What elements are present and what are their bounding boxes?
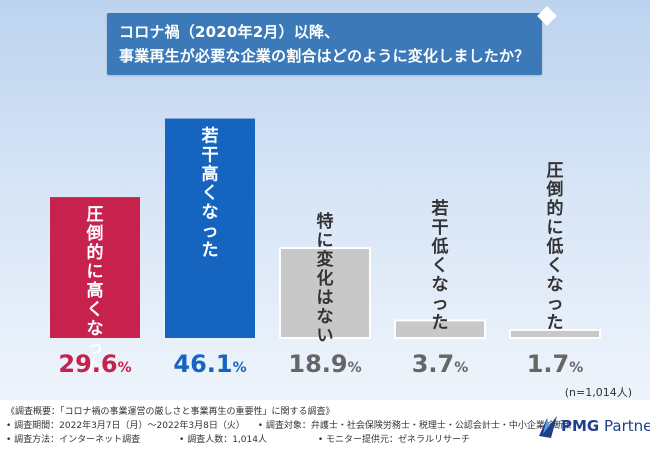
value-label-5: 1.7%	[527, 350, 584, 378]
bar-1	[50, 197, 140, 338]
category-label-3: 特に変化はない	[317, 211, 334, 346]
sample-size-note: (n=1,014人)	[564, 386, 632, 399]
value-label-2: 46.1%	[173, 350, 246, 378]
survey-overview: 《調査概要：「コロナ禍の事業運営の厳しさと事業再生の重要性」に関する調査》	[6, 407, 335, 417]
pmg-partners-logo: PMG Partners	[537, 412, 650, 442]
logo-suffix: Partners	[604, 417, 650, 435]
survey-target: • 調査対象：弁護士・社会保険労務士・税理士・公認会計士・中小企業診断士	[257, 421, 572, 431]
value-label-3: 18.9%	[288, 350, 361, 378]
category-label-4: 若干低くなった	[431, 198, 449, 333]
chart-canvas: 圧倒的に高くなった 29.6% 若干高くなった 46.1% 特に変化はない 18.9% 若干…	[0, 0, 650, 400]
survey-method-row: • 調査方法：インターネット調査 • 調査人数：1,014人 • モニター提供元…	[6, 432, 470, 445]
question-title-box: コロナ禍（2020年2月）以降、 事業再生が必要な企業の割合はどのように変化しま…	[107, 13, 542, 75]
bar-5	[509, 328, 601, 339]
bar-2	[165, 118, 255, 339]
title-line-2: 事業再生が必要な企業の割合はどのように変化しましたか？	[119, 47, 530, 65]
pmg-logo-mark-icon	[539, 416, 557, 438]
logo-brand: PMG	[561, 417, 600, 435]
value-label-4: 3.7%	[412, 350, 469, 378]
survey-method: • 調査方法：インターネット調査	[6, 435, 141, 445]
survey-footer: 《調査概要：「コロナ禍の事業運営の厳しさと事業再生の重要性」に関する調査》 • …	[0, 400, 650, 450]
category-label-5: 圧倒的に低くなった	[546, 161, 564, 333]
bar-3	[279, 247, 371, 339]
category-label-1: 圧倒的に高くなった	[86, 205, 104, 377]
survey-count: • 調査人数：1,014人	[179, 435, 267, 445]
value-label-1: 29.6%	[58, 350, 131, 378]
survey-provider: • モニター提供元：ゼネラルリサーチ	[317, 435, 471, 445]
logo-text: PMG Partners	[561, 417, 650, 435]
category-label-2: 若干高くなった	[201, 126, 219, 261]
bar-4	[394, 319, 486, 339]
survey-period-target: • 調査期間：2022年3月7日（月）〜2022年3月8日（火） • 調査対象：…	[6, 418, 572, 431]
title-line-1: コロナ禍（2020年2月）以降、	[119, 23, 340, 41]
survey-period: • 調査期間：2022年3月7日（月）〜2022年3月8日（火）	[6, 421, 245, 431]
